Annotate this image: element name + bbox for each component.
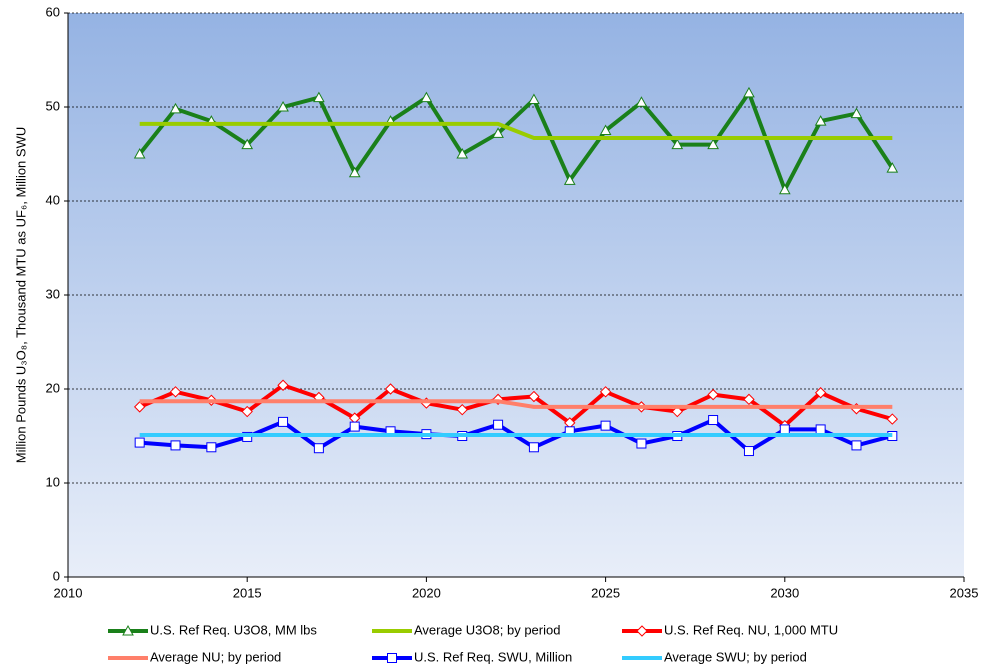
marker (122, 624, 134, 636)
marker (778, 183, 791, 195)
marker (851, 440, 862, 451)
marker (814, 115, 827, 126)
marker (133, 147, 146, 159)
marker (563, 174, 576, 185)
marker (420, 91, 433, 103)
x-tick-label: 2035 (950, 585, 979, 600)
y-tick-label: 30 (46, 286, 60, 301)
legend-label: Average NU; by period (150, 649, 281, 664)
marker (492, 127, 504, 138)
y-tick-label: 0 (53, 568, 60, 583)
series-line (139, 399, 893, 409)
marker (241, 405, 253, 418)
marker (886, 162, 899, 173)
y-axis-label: Million Pounds U₃O₈, Thousand MTU as UF₆… (13, 127, 28, 463)
marker (671, 405, 683, 418)
marker (707, 138, 719, 150)
x-tick-label: 2025 (591, 585, 620, 600)
x-tick-label: 2010 (54, 585, 83, 600)
marker (708, 415, 719, 426)
marker (599, 124, 612, 135)
marker (599, 386, 612, 398)
marker (349, 421, 360, 432)
x-tick-label: 2020 (412, 585, 441, 600)
marker (313, 91, 325, 103)
marker (779, 424, 790, 435)
marker (707, 388, 719, 401)
series-line (138, 383, 893, 428)
marker (384, 383, 397, 395)
marker (528, 442, 539, 453)
marker (850, 107, 863, 119)
y-tick-label: 60 (46, 4, 60, 19)
marker (600, 420, 611, 431)
legend-label: U.S. Ref Req. SWU, Million (414, 649, 572, 664)
marker (743, 86, 755, 98)
marker (671, 138, 684, 150)
y-tick-label: 20 (46, 380, 60, 395)
marker (636, 625, 648, 637)
marker (206, 442, 217, 453)
legend-label: U.S. Ref Req. U3O8, MM lbs (150, 622, 317, 637)
marker (815, 424, 826, 435)
marker (241, 138, 254, 150)
marker (169, 386, 182, 398)
marker (493, 419, 504, 430)
marker (814, 387, 827, 399)
marker (348, 166, 361, 178)
marker (133, 401, 146, 413)
marker (170, 440, 181, 451)
marker (636, 438, 647, 449)
marker (743, 446, 754, 457)
marker (313, 443, 324, 454)
marker (277, 100, 289, 112)
y-tick-label: 10 (46, 474, 60, 489)
legend-label: U.S. Ref Req. NU, 1,000 MTU (664, 622, 838, 637)
marker (169, 102, 182, 114)
x-tick-label: 2015 (233, 585, 262, 600)
marker (277, 379, 289, 391)
y-tick-label: 40 (46, 192, 60, 207)
marker (134, 437, 145, 448)
y-tick-label: 50 (46, 98, 60, 113)
x-tick-label: 2030 (770, 585, 799, 600)
marker (528, 93, 540, 104)
marker (528, 390, 540, 403)
marker (456, 147, 469, 159)
marker (743, 393, 755, 406)
marker (278, 416, 289, 427)
marker (456, 403, 468, 416)
legend-label: Average U3O8; by period (414, 622, 560, 637)
series-line (139, 121, 893, 141)
marker (635, 96, 648, 107)
legend-label: Average SWU; by period (664, 649, 807, 664)
marker (886, 413, 899, 425)
marker (387, 653, 397, 663)
